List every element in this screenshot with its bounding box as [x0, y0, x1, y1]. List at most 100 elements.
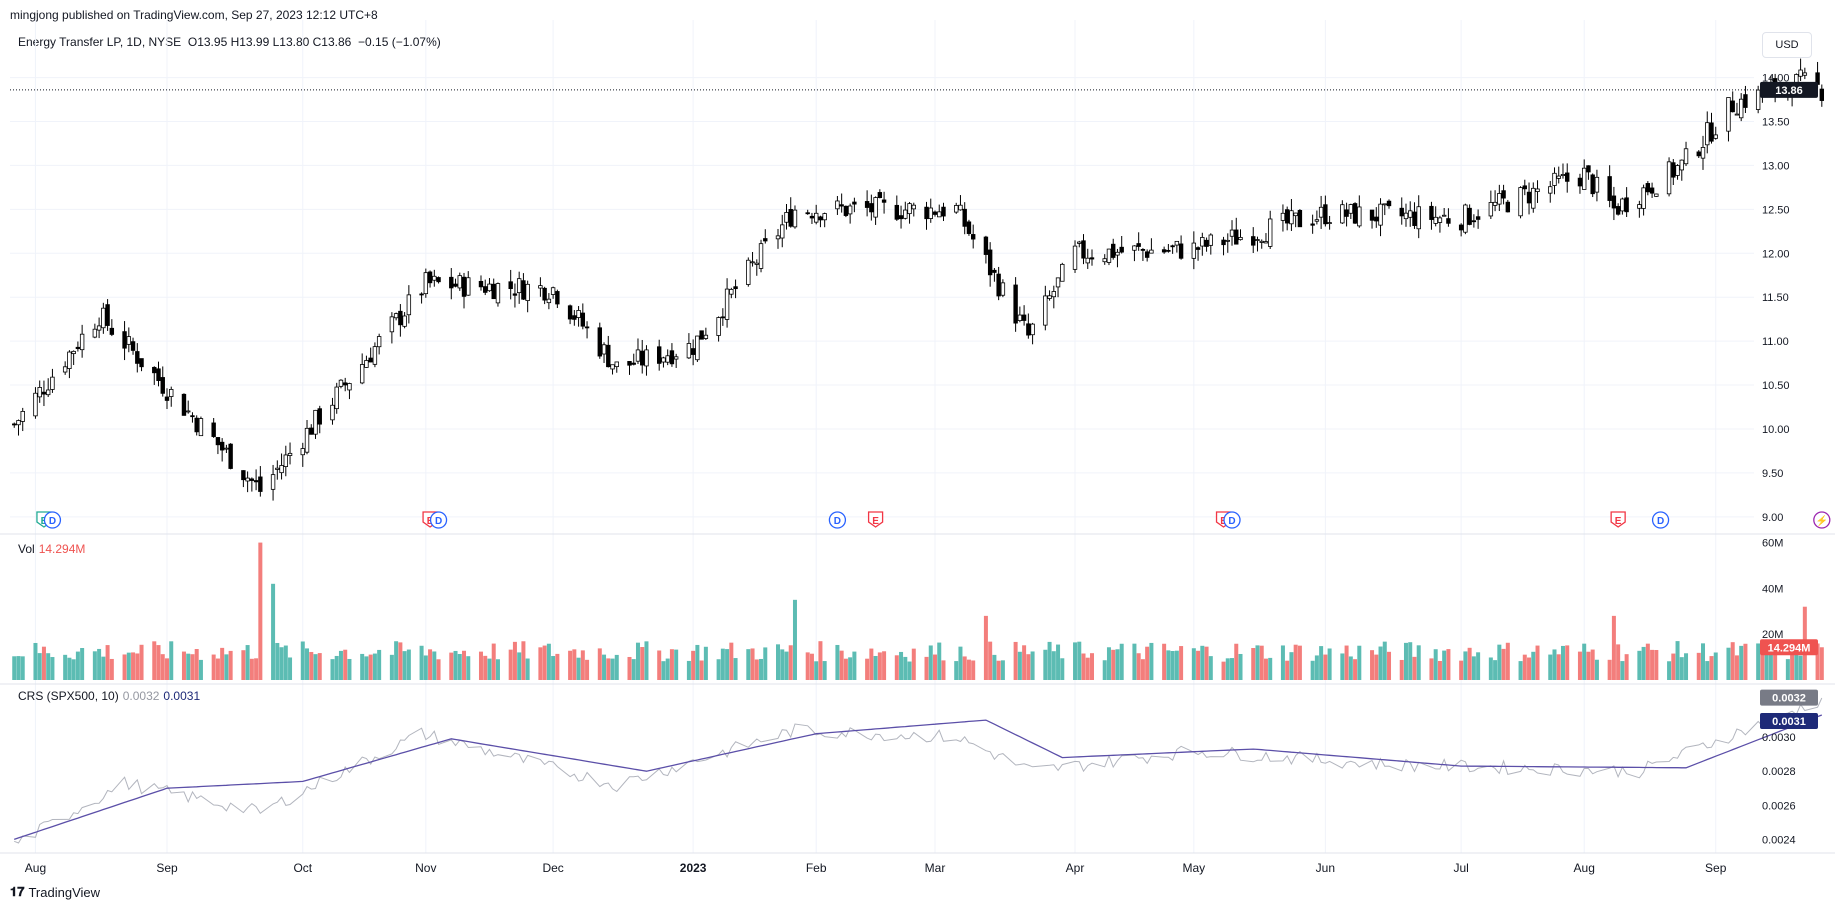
candle-body: [105, 304, 110, 326]
candle-body: [283, 454, 289, 468]
candle-body: [614, 361, 619, 368]
volume-bar: [1077, 641, 1082, 680]
volume-bar: [941, 660, 946, 680]
volume-bar: [449, 652, 454, 680]
volume-bar: [1535, 645, 1540, 680]
candle-body: [1259, 240, 1264, 243]
candle-body: [181, 393, 187, 416]
candle-body: [1161, 249, 1167, 253]
volume-bar: [602, 654, 607, 680]
volume-bar: [882, 651, 887, 680]
volume-bar: [1403, 642, 1408, 680]
candle-body: [1624, 197, 1629, 213]
crs-legend[interactable]: CRS (SPX500, 10) 0.0032 0.0031: [18, 689, 200, 703]
volume-legend[interactable]: Vol 14.294M: [18, 542, 85, 556]
volume-bar: [669, 649, 674, 680]
candle-body: [1051, 291, 1057, 298]
volume-bar: [1734, 655, 1739, 680]
candle-body: [1798, 69, 1803, 77]
volume-bar: [1616, 644, 1621, 680]
candle-body: [669, 350, 675, 365]
candle-body: [169, 389, 174, 397]
volume-bar: [1429, 658, 1434, 680]
volume-bar: [258, 542, 263, 680]
volume-bar: [1739, 645, 1744, 680]
volume-bar: [364, 656, 369, 680]
volume-bar: [1764, 652, 1769, 680]
candle-body: [1144, 251, 1150, 258]
volume-bar: [1548, 654, 1553, 680]
candle-body: [190, 415, 195, 418]
candle-body: [1055, 277, 1061, 288]
candle-body: [1352, 203, 1358, 224]
candle-body: [758, 243, 764, 269]
volume-bar: [224, 654, 229, 680]
volume-bar: [983, 615, 988, 680]
volume-bar: [1221, 661, 1226, 680]
candle-body: [784, 212, 789, 223]
candle-body: [1089, 257, 1095, 260]
volume-bar: [542, 645, 547, 680]
candle-body: [1234, 229, 1239, 245]
candle-body: [996, 273, 1001, 297]
volume-series: [12, 542, 1824, 680]
volume-bar: [92, 651, 97, 680]
candle-body: [304, 427, 310, 453]
time-tick-label: Apr: [1066, 861, 1085, 875]
candle-body: [839, 204, 844, 207]
price-tick-label: 14.00: [1762, 73, 1790, 85]
volume-bar: [1017, 651, 1022, 680]
candle-body: [16, 420, 21, 426]
candle-body: [1654, 193, 1659, 197]
volume-bar: [50, 657, 55, 680]
candle-body: [1221, 239, 1226, 246]
volume-bar: [937, 642, 942, 680]
candle-body: [1437, 217, 1443, 223]
candle-body: [601, 344, 607, 355]
candle-body: [1412, 211, 1417, 226]
candle-body: [699, 330, 704, 340]
volume-bar: [538, 647, 543, 680]
candle-body: [584, 326, 590, 329]
candle-body: [937, 211, 942, 218]
volume-bar: [75, 651, 80, 680]
candle-body: [1755, 89, 1761, 110]
candle-body: [873, 197, 878, 218]
volume-bar: [720, 648, 725, 680]
candle-body: [198, 418, 204, 437]
candle-body: [962, 208, 967, 227]
grid-lines: [10, 20, 1754, 853]
volume-bar: [279, 647, 284, 680]
candle-body: [1106, 248, 1112, 263]
candle-body: [402, 315, 407, 327]
candle-body: [1369, 209, 1375, 221]
tradingview-logo[interactable]: 𝟏𝟕 TradingView: [10, 884, 100, 900]
volume-bar: [1387, 651, 1392, 680]
candle-body: [135, 351, 140, 364]
candle-body: [822, 213, 827, 221]
candle-body: [550, 287, 556, 295]
volume-bar: [703, 646, 708, 680]
symbol-legend[interactable]: Energy Transfer LP, 1D, NYSE O13.95 H13.…: [18, 35, 441, 49]
crs-legend-label: CRS (SPX500, 10): [18, 689, 119, 703]
volume-bar: [131, 652, 136, 680]
candle-body: [1565, 172, 1570, 182]
currency-button[interactable]: USD: [1762, 32, 1812, 58]
candle-body: [1047, 295, 1052, 299]
volume-bar: [1230, 658, 1235, 680]
candle-body: [1726, 97, 1731, 132]
volume-bar: [1607, 659, 1612, 680]
candle-body: [1229, 229, 1235, 237]
volume-bar: [245, 645, 250, 680]
candle-body: [1586, 165, 1591, 173]
candle-body: [359, 364, 365, 384]
volume-bar: [334, 655, 339, 680]
volume-bar: [1162, 643, 1167, 680]
candle-body: [1043, 295, 1048, 326]
candle-body: [1675, 165, 1680, 176]
candle-body: [253, 480, 259, 483]
candle-body: [754, 262, 759, 265]
candle-body: [631, 362, 636, 365]
volume-bar: [1293, 644, 1298, 680]
